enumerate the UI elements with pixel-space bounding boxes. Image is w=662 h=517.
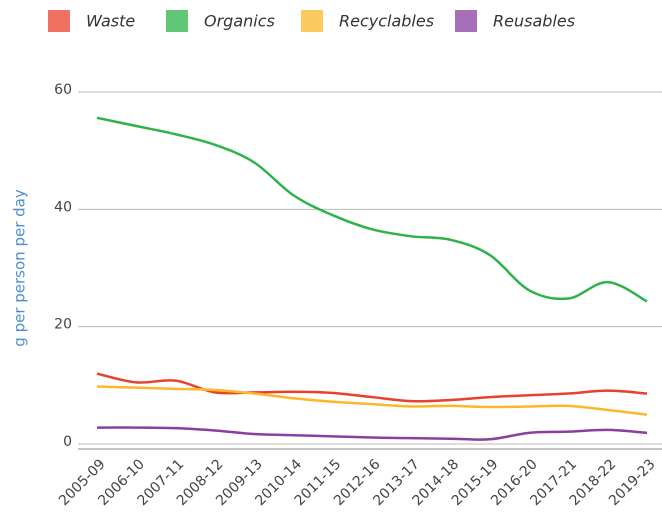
- legend-swatch: [166, 10, 188, 32]
- legend-label: Organics: [204, 12, 275, 31]
- legend-swatch: [455, 10, 477, 32]
- legend-swatch: [301, 10, 323, 32]
- y-tick-label: 0: [63, 434, 72, 450]
- y-tick-label: 60: [54, 82, 72, 98]
- y-tick-label: 20: [54, 317, 72, 333]
- legend-label: Reusables: [493, 12, 575, 31]
- legend-label: Waste: [86, 12, 135, 31]
- legend-label: Recyclables: [339, 12, 434, 31]
- y-axis-label: g per person per day: [11, 189, 29, 347]
- legend-swatch: [48, 10, 70, 32]
- series-line: [96, 116, 648, 303]
- series-line: [96, 426, 648, 441]
- series-line: [96, 385, 648, 416]
- y-tick-label: 40: [54, 199, 72, 215]
- series-line: [96, 372, 648, 403]
